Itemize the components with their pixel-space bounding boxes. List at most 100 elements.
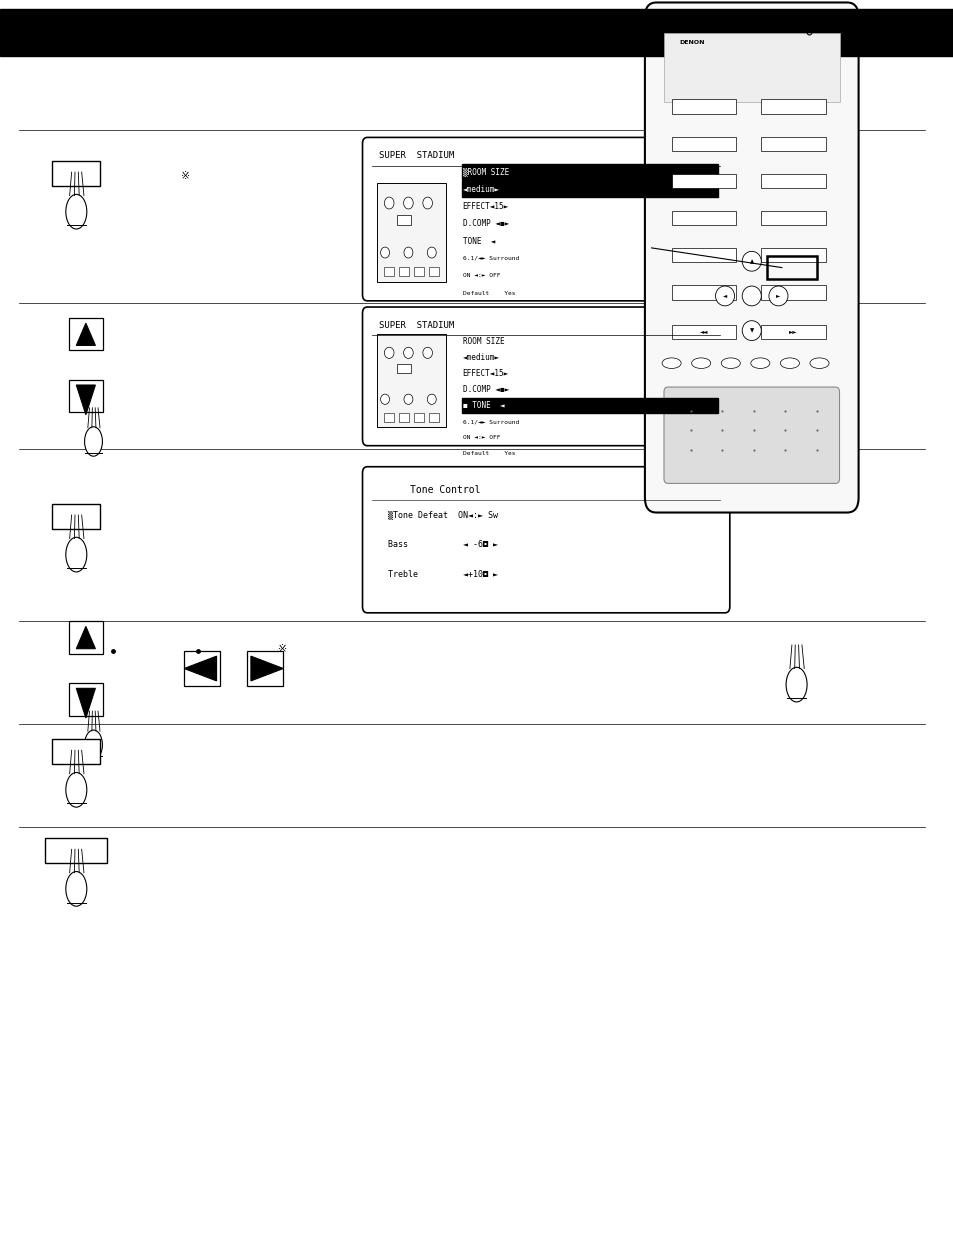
Bar <box>429 413 439 422</box>
Ellipse shape <box>403 248 413 258</box>
Text: ※: ※ <box>181 171 191 181</box>
Text: ►►: ►► <box>789 329 797 334</box>
Text: ▲: ▲ <box>749 259 753 264</box>
Ellipse shape <box>85 427 102 457</box>
Ellipse shape <box>741 286 760 306</box>
Ellipse shape <box>809 358 828 369</box>
Ellipse shape <box>403 394 413 405</box>
Polygon shape <box>251 656 283 681</box>
Bar <box>663 33 839 102</box>
Bar <box>69 380 103 412</box>
Bar <box>383 413 394 422</box>
Text: D.COMP ◄◼►: D.COMP ◄◼► <box>462 219 508 228</box>
Polygon shape <box>76 323 95 345</box>
Ellipse shape <box>85 730 102 759</box>
Bar <box>461 399 718 413</box>
Ellipse shape <box>785 667 806 702</box>
Bar <box>397 215 411 225</box>
Ellipse shape <box>422 197 432 209</box>
FancyBboxPatch shape <box>663 387 839 483</box>
Text: ◄◄: ◄◄ <box>700 329 707 334</box>
Ellipse shape <box>768 286 787 306</box>
Ellipse shape <box>780 358 799 369</box>
Bar <box>671 248 736 262</box>
Bar <box>461 181 718 197</box>
Text: Bass           ◄ -6◘ ►: Bass ◄ -6◘ ► <box>388 540 497 550</box>
Bar <box>760 136 825 151</box>
Bar <box>414 413 424 422</box>
Bar <box>760 248 825 262</box>
Ellipse shape <box>715 286 734 306</box>
FancyBboxPatch shape <box>644 2 858 513</box>
Bar <box>376 334 445 427</box>
Bar <box>52 739 100 764</box>
Bar <box>52 504 100 529</box>
Text: ◄: ◄ <box>722 293 726 298</box>
Bar <box>376 183 445 282</box>
Ellipse shape <box>741 321 760 340</box>
Polygon shape <box>76 385 95 415</box>
Ellipse shape <box>403 347 413 359</box>
Ellipse shape <box>66 194 87 229</box>
Text: 6.1/◄► Surround: 6.1/◄► Surround <box>462 420 518 425</box>
Bar <box>247 651 283 686</box>
Bar <box>760 285 825 300</box>
Ellipse shape <box>380 394 389 405</box>
Bar <box>69 683 103 716</box>
Ellipse shape <box>691 358 710 369</box>
Bar <box>69 621 103 654</box>
Text: EFFECT◄15►: EFFECT◄15► <box>462 369 508 378</box>
Ellipse shape <box>66 537 87 572</box>
Text: TONE  ◄: TONE ◄ <box>462 236 495 245</box>
Bar <box>52 161 100 186</box>
Bar <box>461 163 718 180</box>
Bar <box>671 210 736 225</box>
Text: ▼: ▼ <box>749 328 753 333</box>
Text: SUPER  STADIUM: SUPER STADIUM <box>378 321 454 329</box>
Text: EFFECT◄15►: EFFECT◄15► <box>462 202 508 210</box>
Ellipse shape <box>66 872 87 906</box>
Bar <box>383 267 394 276</box>
Bar <box>671 173 736 188</box>
Ellipse shape <box>422 347 432 359</box>
FancyBboxPatch shape <box>362 137 729 301</box>
Ellipse shape <box>384 347 394 359</box>
Text: ON ◄:► OFF: ON ◄:► OFF <box>462 436 499 441</box>
Ellipse shape <box>661 358 680 369</box>
Text: ►: ► <box>776 293 780 298</box>
Ellipse shape <box>741 251 760 271</box>
Text: SUPER  STADIUM: SUPER STADIUM <box>378 151 454 160</box>
Ellipse shape <box>427 394 436 405</box>
FancyBboxPatch shape <box>362 307 729 446</box>
Ellipse shape <box>380 248 389 258</box>
Bar <box>671 136 736 151</box>
Bar <box>760 324 825 339</box>
Bar <box>671 99 736 114</box>
Ellipse shape <box>720 358 740 369</box>
Bar <box>760 99 825 114</box>
Bar <box>671 324 736 339</box>
Bar <box>0 9 953 56</box>
Bar <box>414 267 424 276</box>
Ellipse shape <box>66 773 87 807</box>
Bar <box>397 364 411 374</box>
Bar <box>760 210 825 225</box>
Bar <box>429 267 439 276</box>
Text: ON ◄:► OFF: ON ◄:► OFF <box>462 274 499 279</box>
Bar <box>46 838 108 863</box>
FancyBboxPatch shape <box>362 467 729 613</box>
Text: DENON: DENON <box>679 40 704 45</box>
Ellipse shape <box>750 358 769 369</box>
Text: ※: ※ <box>277 644 287 654</box>
Text: ROOM SIZE: ROOM SIZE <box>462 337 504 345</box>
Text: Tone Control: Tone Control <box>410 485 480 495</box>
Bar <box>766 256 816 279</box>
Polygon shape <box>76 626 95 649</box>
Text: Treble         ◄+10◘ ►: Treble ◄+10◘ ► <box>388 569 497 579</box>
Bar <box>671 285 736 300</box>
Text: ◼ TONE  ◄: ◼ TONE ◄ <box>462 401 504 410</box>
Text: Default    Yes: Default Yes <box>462 291 515 296</box>
Ellipse shape <box>384 197 394 209</box>
Polygon shape <box>76 688 95 718</box>
Bar <box>760 173 825 188</box>
